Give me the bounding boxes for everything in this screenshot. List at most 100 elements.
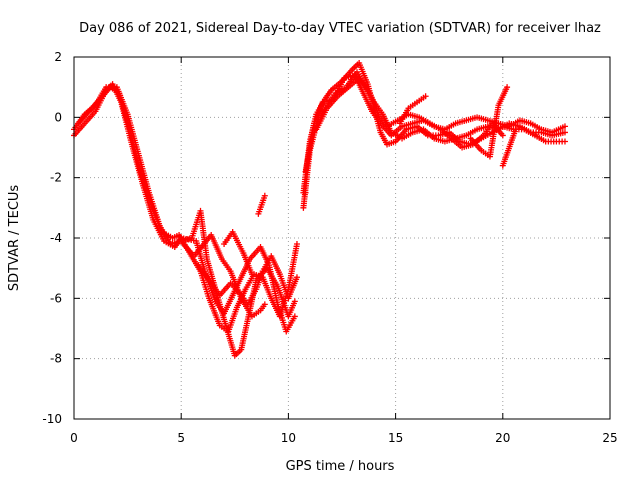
data-point: [261, 195, 268, 202]
data-point: [471, 127, 478, 134]
series-track-e: [180, 84, 519, 320]
x-tick-label: 15: [388, 431, 403, 445]
data-point: [429, 133, 436, 140]
data-point: [407, 130, 414, 137]
data-point: [215, 320, 222, 327]
data-point: [503, 86, 510, 93]
x-tick-label: 0: [70, 431, 78, 445]
data-point: [252, 288, 259, 295]
data-point: [476, 145, 483, 152]
data-point: [404, 107, 411, 114]
data-point: [293, 276, 300, 283]
data-point: [326, 88, 333, 95]
data-point: [333, 94, 340, 101]
data-point: [377, 127, 384, 134]
data-point: [233, 306, 240, 313]
data-point: [495, 104, 502, 111]
data-point: [365, 88, 372, 95]
data-point: [237, 276, 244, 283]
data-point: [211, 296, 218, 303]
data-point: [302, 189, 309, 196]
data-point: [414, 113, 421, 120]
data-point: [525, 119, 532, 126]
data-point: [236, 348, 243, 355]
data-point: [382, 121, 389, 128]
data-point: [267, 293, 274, 300]
data-point: [318, 101, 325, 108]
data-point: [467, 142, 474, 149]
x-tick-label: 10: [281, 431, 296, 445]
data-point: [260, 303, 267, 310]
data-point: [420, 94, 427, 101]
data-point: [190, 237, 197, 244]
data-point: [203, 253, 210, 260]
data-point: [392, 118, 399, 125]
x-tick-label: 20: [495, 431, 510, 445]
data-point: [173, 232, 180, 239]
data-point: [382, 139, 389, 146]
data-point: [559, 138, 566, 145]
grid-lines: [74, 57, 610, 419]
data-point: [205, 293, 212, 300]
axis-ticks: [73, 56, 611, 420]
data-point: [482, 116, 489, 123]
data-point: [226, 266, 233, 273]
data-point: [407, 120, 414, 127]
data-point: [255, 308, 262, 315]
data-point: [418, 127, 425, 134]
series-track-c: [75, 72, 568, 335]
data-point: [147, 199, 154, 206]
data-point: [511, 128, 518, 135]
data-point: [374, 109, 381, 116]
data-point: [293, 243, 300, 250]
data-point: [275, 269, 282, 276]
data-point: [550, 138, 557, 145]
data-point: [559, 129, 566, 136]
data-point: [525, 128, 532, 135]
data-point: [258, 270, 265, 277]
data-point: [376, 118, 383, 125]
y-tick-label: -10: [42, 412, 62, 426]
data-point: [435, 125, 442, 132]
data-point: [359, 88, 366, 95]
data-point: [461, 117, 468, 124]
data-point: [223, 327, 230, 334]
y-tick-label: -8: [50, 352, 62, 366]
data-point: [349, 72, 356, 79]
data-point: [343, 85, 350, 92]
x-tick-label: 5: [177, 431, 185, 445]
x-tick-label: 25: [602, 431, 617, 445]
data-point: [368, 106, 375, 113]
data-point: [348, 67, 355, 74]
data-point: [461, 133, 468, 140]
data-point: [248, 269, 255, 276]
data-point: [290, 300, 297, 307]
data-point: [241, 288, 248, 295]
data-point: [290, 315, 297, 322]
data-point: [113, 88, 120, 95]
x-tick-labels: 0 5 10 15 20 25: [70, 431, 617, 445]
data-point: [424, 119, 431, 126]
series-track-d: [195, 75, 506, 308]
data-point: [390, 139, 397, 146]
data-point: [159, 235, 166, 242]
data-point: [540, 137, 547, 144]
data-points: [71, 60, 568, 359]
y-tick-label: -4: [50, 231, 62, 245]
data-point: [80, 122, 87, 129]
data-point: [136, 166, 143, 173]
data-point: [84, 110, 91, 117]
data-point: [340, 77, 347, 84]
data-point: [478, 133, 485, 140]
data-point: [239, 247, 246, 254]
data-point: [204, 275, 211, 282]
data-point: [498, 130, 505, 137]
data-point: [90, 110, 97, 117]
data-point: [126, 124, 133, 131]
data-point: [322, 107, 329, 114]
y-tick-label: -6: [50, 291, 62, 305]
y-axis-label: SDTVAR / TECUs: [7, 185, 22, 292]
data-point: [411, 100, 418, 107]
